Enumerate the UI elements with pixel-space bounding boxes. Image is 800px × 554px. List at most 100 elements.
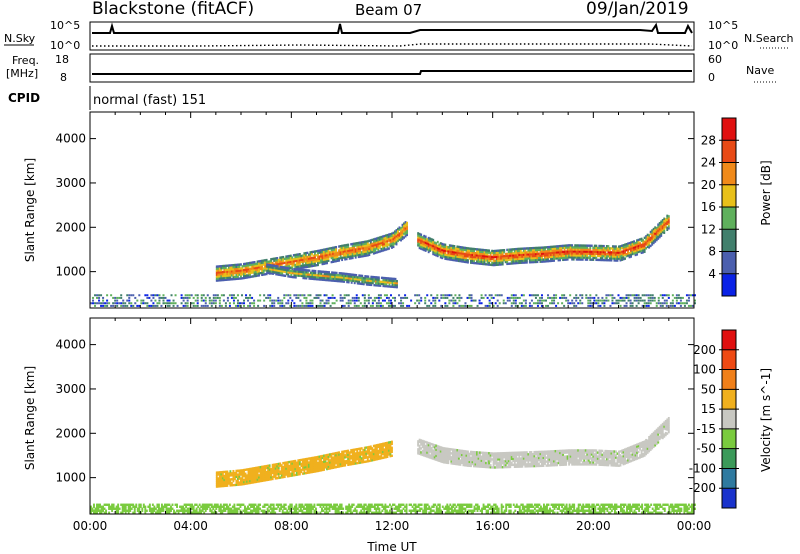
power-echo-cell [420, 299, 423, 302]
velocity-echo-cell [426, 455, 429, 458]
power-echo-cell [283, 304, 286, 307]
power-echo-cell [323, 254, 325, 257]
velocity-echo-cell [445, 447, 448, 450]
velocity-echo-cell [426, 453, 429, 456]
power-echo-cell [510, 296, 513, 299]
power-echo-cell [418, 302, 421, 305]
power-echo-cell [392, 239, 395, 243]
power-echo-cell [262, 269, 265, 272]
velocity-echo-cell [336, 453, 339, 457]
power-echo-cell [350, 277, 353, 280]
power-echo-cell [339, 249, 342, 252]
power-echo-cell [312, 273, 315, 277]
power-echo-cell [512, 258, 515, 261]
power-echo-cell [404, 294, 407, 297]
power-echo-cell [371, 299, 374, 302]
power-echo-cell [381, 304, 384, 307]
power-echo-cell [144, 294, 147, 297]
power-echo-cell [605, 253, 608, 256]
power-echo-cell [454, 257, 457, 260]
power-echo-cell [321, 250, 324, 254]
power-echo-cell [261, 265, 264, 269]
power-echo-cell [403, 236, 405, 239]
velocity-echo-cell [289, 468, 292, 471]
power-echo-cell [220, 267, 223, 270]
power-echo-cell [333, 248, 336, 251]
power-echo-cell [162, 296, 165, 299]
power-echo-cell [343, 280, 346, 283]
power-echo-cell [640, 239, 643, 243]
power-echo-cell [544, 256, 546, 259]
velocity-echo-cell [330, 460, 333, 464]
power-echo-cell [397, 239, 399, 243]
power-echo-cell [287, 294, 290, 297]
velocity-echo-cell [362, 450, 365, 454]
power-echo-cell [262, 267, 265, 270]
power-echo-cell [533, 258, 536, 262]
power-echo-cell [365, 252, 368, 255]
velocity-echo-cell [362, 458, 365, 462]
noise-right-tick-bottom: 10^0 [708, 39, 738, 52]
power-echo-cell [483, 252, 486, 256]
power-echo-cell [396, 285, 398, 289]
power-echo-cell [518, 249, 521, 253]
power-echo-cell [444, 247, 447, 250]
velocity-echo-cell [351, 458, 354, 462]
velocity-echo-cell [366, 452, 369, 455]
power-echo-cell [128, 294, 131, 297]
power-echo-cell [385, 283, 388, 286]
power-echo-cell [393, 283, 395, 287]
power-echo-cell [654, 228, 657, 231]
power-echo-cell [470, 304, 473, 307]
velocity-echo-cell [268, 468, 271, 471]
velocity-echo-cell [292, 464, 295, 467]
power-echo-cell [224, 302, 227, 305]
power-echo-cell [372, 244, 375, 247]
power-echo-cell [291, 275, 294, 279]
power-echo-cell [659, 304, 662, 307]
power-echo-cell [489, 255, 492, 258]
power-echo-cell [492, 253, 495, 257]
velocity-echo-cell [327, 457, 330, 460]
velocity-echo-cell [223, 484, 226, 488]
velocity-echo-cell [341, 462, 344, 466]
power-echo-cell [132, 304, 135, 307]
velocity-echo-cell [239, 471, 242, 474]
velocity-echo-cell [317, 467, 319, 471]
power-echo-cell [651, 243, 654, 246]
power-echo-cell [369, 245, 372, 248]
power-echo-cell [186, 294, 189, 297]
velocity-echo-cell [215, 475, 218, 478]
power-echo-cell [297, 265, 300, 268]
power-echo-cell [554, 251, 557, 254]
power-echo-cell [572, 256, 575, 259]
power-echo-cell [448, 250, 451, 253]
power-echo-cell [625, 244, 628, 248]
velocity-echo-cell [368, 447, 371, 451]
power-echo-cell [595, 246, 598, 250]
power-echo-cell [657, 296, 660, 299]
power-echo-cell [575, 250, 578, 253]
power-echo-cell [596, 248, 599, 252]
velocity-echo-cell [276, 465, 279, 468]
power-echo-cell [608, 251, 611, 254]
power-echo-cell [253, 270, 256, 274]
power-echo-cell [492, 251, 495, 255]
velocity-echo-cell [435, 452, 438, 455]
power-echo-cell [519, 251, 522, 254]
power-echo-cell [335, 251, 338, 255]
power-echo-cell [276, 259, 279, 262]
power-echo-cell [459, 257, 462, 261]
power-echo-cell [194, 304, 197, 307]
velocity-echo-cell [217, 483, 220, 486]
power-echo-cell [232, 294, 235, 297]
power-echo-cell [317, 270, 320, 273]
power-echo-cell [267, 263, 270, 267]
power-echo-cell [397, 231, 399, 235]
power-echo-cell [593, 248, 596, 251]
power-echo-cell [568, 246, 571, 249]
power-echo-cell [448, 294, 451, 297]
power-echo-cell [154, 304, 157, 307]
power-echo-cell [317, 251, 319, 255]
velocity-echo-cell [265, 472, 268, 476]
